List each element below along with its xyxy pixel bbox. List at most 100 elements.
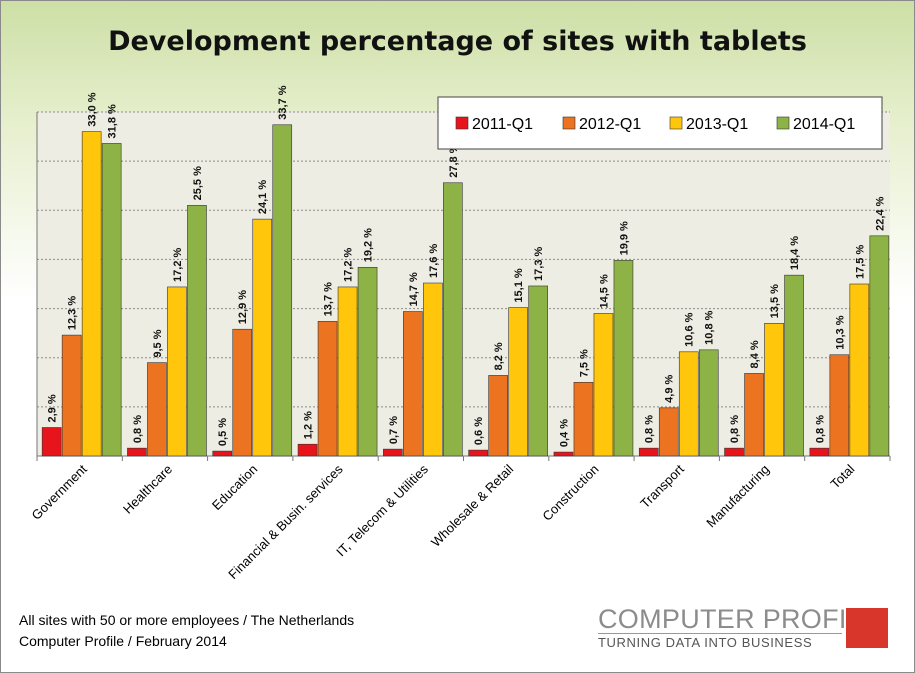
data-label: 19,9 %: [618, 221, 630, 255]
data-label: 15,1 %: [513, 268, 525, 302]
legend-swatch: [562, 116, 576, 130]
category-label: IT, Telecom & Utilities: [333, 461, 431, 559]
data-label: 33,7 %: [277, 85, 289, 119]
data-label: 22,4 %: [874, 196, 886, 230]
data-label: 0,6 %: [473, 417, 485, 445]
data-label: 0,5 %: [217, 418, 229, 446]
bar: [573, 381, 594, 457]
legend-label: 2012-Q1: [579, 116, 641, 133]
category-label: Total: [827, 461, 857, 491]
data-label: 0,8 %: [814, 415, 826, 443]
bar: [81, 131, 102, 457]
value-labels: 2,9 % 12,3 % 33,0 % 31,8 % 0,8 % 9,5 % 17,2 % 2…: [47, 85, 887, 447]
bar: [613, 260, 634, 457]
bar: [41, 427, 62, 457]
bar: [829, 354, 850, 457]
bar: [508, 307, 528, 457]
legend-label: 2013-Q1: [686, 116, 748, 133]
data-label: 4,9 %: [664, 374, 676, 402]
logo-name: COMPUTER PROFILE: [598, 604, 881, 634]
data-label: 27,8 %: [448, 143, 460, 177]
bar: [232, 328, 253, 457]
data-label: 14,5 %: [598, 274, 610, 308]
chart-title: Development percentage of sites with tab…: [108, 26, 807, 57]
logo-divider: [598, 633, 842, 634]
data-label: 0,7 %: [388, 416, 400, 444]
bar: [764, 323, 784, 457]
data-label: 0,4 %: [558, 419, 570, 447]
footnote: All sites with 50 or more employees / Th…: [19, 610, 354, 652]
legend-label: 2011-Q1: [472, 116, 533, 133]
data-label: 10,6 %: [684, 312, 696, 346]
data-label: 12,9 %: [237, 290, 249, 324]
bar: [528, 285, 548, 457]
bar: [187, 205, 207, 457]
data-label: 0,8 %: [644, 415, 656, 443]
data-label: 1,2 %: [303, 411, 315, 439]
bar: [212, 450, 233, 457]
data-label: 9,5 %: [152, 329, 164, 357]
legend-box: [437, 96, 883, 150]
bar: [488, 375, 508, 457]
footnote-line-2: Computer Profile / February 2014: [19, 633, 227, 649]
data-label: 24,1 %: [257, 180, 269, 214]
data-label: 17,2 %: [172, 247, 184, 281]
data-label: 7,5 %: [578, 349, 590, 377]
data-label: 13,5 %: [769, 284, 781, 318]
bar: [869, 235, 890, 457]
category-label: Government: [29, 461, 90, 522]
logo-square-icon: [846, 608, 888, 648]
legend: 2011-Q1 2012-Q1 2013-Q1 2014-Q1: [437, 96, 883, 150]
bar: [252, 218, 273, 457]
category-label: Education: [209, 462, 260, 513]
bar: [553, 451, 574, 457]
data-label: 33,0 %: [87, 92, 99, 126]
data-label: 8,4 %: [749, 340, 761, 368]
bar: [337, 286, 358, 457]
legend-swatch: [669, 116, 683, 130]
data-label: 17,3 %: [533, 247, 545, 281]
legend-label: 2014-Q1: [793, 116, 855, 133]
category-label: Construction: [539, 462, 601, 524]
bar: [658, 407, 679, 457]
category-label: Wholesale & Retail: [428, 461, 516, 549]
bar: [678, 351, 699, 457]
data-label: 18,4 %: [789, 236, 801, 270]
bar: [468, 449, 488, 457]
bar: [383, 448, 403, 457]
bar: [167, 286, 187, 457]
bar: [443, 182, 463, 457]
data-label: 10,8 %: [704, 310, 716, 344]
legend-swatch: [455, 116, 469, 130]
bar: [272, 124, 293, 457]
bar: [638, 447, 659, 457]
data-label: 19,2 %: [363, 228, 375, 262]
bar: [593, 313, 614, 457]
x-axis-ticks: [36, 456, 891, 461]
bar: [317, 321, 338, 457]
category-label: Healthcare: [120, 462, 175, 517]
category-label: Manufacturing: [703, 462, 772, 531]
bar: [423, 282, 443, 457]
footnote-line-1: All sites with 50 or more employees / Th…: [19, 612, 355, 628]
bar: [784, 274, 804, 457]
data-label: 17,2 %: [343, 247, 355, 281]
bar-group: [41, 124, 890, 457]
bar: [357, 266, 378, 457]
bar: [147, 362, 167, 457]
bar: [127, 447, 147, 457]
legend-swatch: [776, 116, 790, 130]
data-label: 8,2 %: [493, 342, 505, 370]
bar: [849, 283, 870, 457]
data-label: 14,7 %: [408, 272, 420, 306]
data-label: 0,8 %: [729, 415, 741, 443]
bar: [698, 349, 719, 457]
data-label: 0,8 %: [132, 415, 144, 443]
bar: [809, 447, 830, 457]
data-label: 17,6 %: [428, 244, 440, 278]
bar: [403, 311, 423, 457]
bar: [297, 443, 318, 457]
data-label: 2,9 %: [47, 394, 59, 422]
